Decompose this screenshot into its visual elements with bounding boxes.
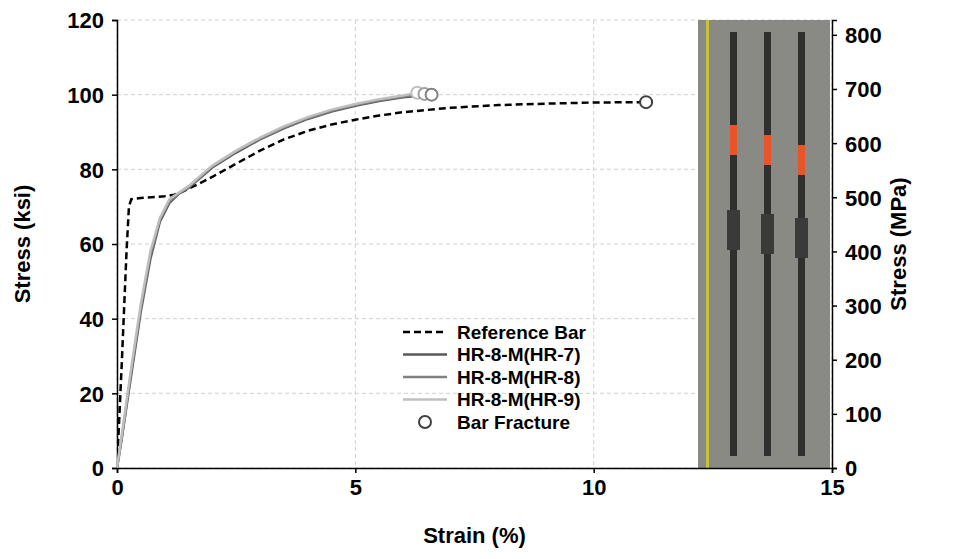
tick: 60 <box>80 232 117 257</box>
legend-swatch <box>403 331 447 334</box>
tick-label: 0 <box>845 456 857 481</box>
tick-label: 200 <box>845 348 882 373</box>
tick: 600 <box>832 132 882 157</box>
photo-inset <box>698 20 830 468</box>
photo-marking <box>764 135 771 165</box>
y-axis-title: Stress (ksi) <box>10 185 35 304</box>
tick-label: 5 <box>350 475 362 500</box>
tick: 300 <box>832 294 882 319</box>
tick: 100 <box>67 83 117 108</box>
tick: 80 <box>80 158 117 183</box>
tick: 0 <box>832 456 857 481</box>
tick-label: 10 <box>582 475 606 500</box>
photo-background <box>698 20 830 468</box>
photo-coupler <box>727 210 740 250</box>
tick: 700 <box>832 77 882 102</box>
series-line <box>117 93 417 468</box>
chart: 0510150204060801001200100200300400500600… <box>0 0 955 559</box>
tick-label: 100 <box>845 402 882 427</box>
legend: Reference BarHR-8-M(HR-7)HR-8-M(HR-8)HR-… <box>403 322 586 433</box>
tick-mark <box>832 305 837 307</box>
tick-label: 700 <box>845 77 882 102</box>
tick-label: 800 <box>845 23 882 48</box>
tick: 200 <box>832 348 882 373</box>
grid <box>117 20 832 468</box>
series-line <box>117 95 432 468</box>
photo-coupler <box>795 218 808 258</box>
x-axis-title: Strain (%) <box>423 523 526 548</box>
tick: 20 <box>80 382 117 407</box>
tick-mark <box>832 197 837 199</box>
tick-mark <box>832 251 837 253</box>
photo-coupler <box>761 214 774 254</box>
legend-label: HR-8-M(HR-9) <box>457 389 580 410</box>
tick-label: 40 <box>80 307 104 332</box>
tick-label: 0 <box>92 456 104 481</box>
y2-axis: 0 100 200 300 400 500 600 700 800 <box>832 21 882 482</box>
fracture-marker <box>426 89 438 101</box>
tick: 400 <box>832 240 882 265</box>
tick-mark <box>112 244 117 246</box>
legend-swatch <box>403 353 447 356</box>
tick: 0 <box>111 468 123 500</box>
legend-swatch <box>403 398 447 401</box>
tick-mark <box>832 143 837 145</box>
tick-label: 60 <box>80 232 104 257</box>
tick-mark <box>832 89 837 91</box>
legend-swatch <box>403 376 447 379</box>
legend-label: HR-8-M(HR-7) <box>457 344 580 365</box>
tick-label: 15 <box>820 475 844 500</box>
tick-label: 500 <box>845 186 882 211</box>
photo-ruler <box>706 20 709 468</box>
tick-mark <box>112 94 117 96</box>
tick-mark <box>112 20 117 22</box>
tick: 40 <box>80 307 117 332</box>
photo-marking <box>730 125 737 155</box>
series-line <box>117 102 646 468</box>
tick-mark <box>593 468 595 473</box>
y-axis-line <box>112 21 118 469</box>
tick-label: 100 <box>67 83 104 108</box>
tick-mark <box>112 318 117 320</box>
y-axis: 0 20 40 60 80 100 120 <box>67 8 117 481</box>
tick-label: 120 <box>67 8 104 33</box>
tick: 5 <box>350 468 362 500</box>
x-axis-line <box>118 469 833 474</box>
legend-label: HR-8-M(HR-8) <box>457 367 580 388</box>
tick-label: 80 <box>80 158 104 183</box>
plot-area <box>117 87 652 468</box>
tick: 100 <box>832 402 882 427</box>
tick: 10 <box>582 468 606 500</box>
tick-mark <box>112 169 117 171</box>
fracture-marker <box>640 96 652 108</box>
tick-label: 400 <box>845 240 882 265</box>
tick-mark <box>832 359 837 361</box>
tick: 0 <box>92 456 117 481</box>
tick-mark <box>832 35 837 37</box>
tick: 500 <box>832 186 882 211</box>
photo-marking <box>798 145 805 175</box>
tick-mark <box>832 414 837 416</box>
y2-axis-line <box>833 21 838 469</box>
legend-label: Bar Fracture <box>457 412 570 433</box>
tick-label: 20 <box>80 382 104 407</box>
tick-mark <box>355 468 357 473</box>
tick-label: 300 <box>845 294 882 319</box>
tick-label: 600 <box>845 132 882 157</box>
legend-swatch <box>419 416 431 428</box>
tick-mark <box>112 393 117 395</box>
x-axis: 0 5 10 15 <box>111 468 844 500</box>
tick: 15 <box>820 468 844 500</box>
tick-mark <box>832 468 837 470</box>
tick: 800 <box>832 23 882 48</box>
series-line <box>117 94 424 468</box>
y2-axis-title: Stress (MPa) <box>886 177 911 310</box>
tick-mark <box>112 468 117 470</box>
tick-label: 0 <box>111 475 123 500</box>
tick: 120 <box>67 8 117 33</box>
legend-label: Reference Bar <box>457 322 586 343</box>
